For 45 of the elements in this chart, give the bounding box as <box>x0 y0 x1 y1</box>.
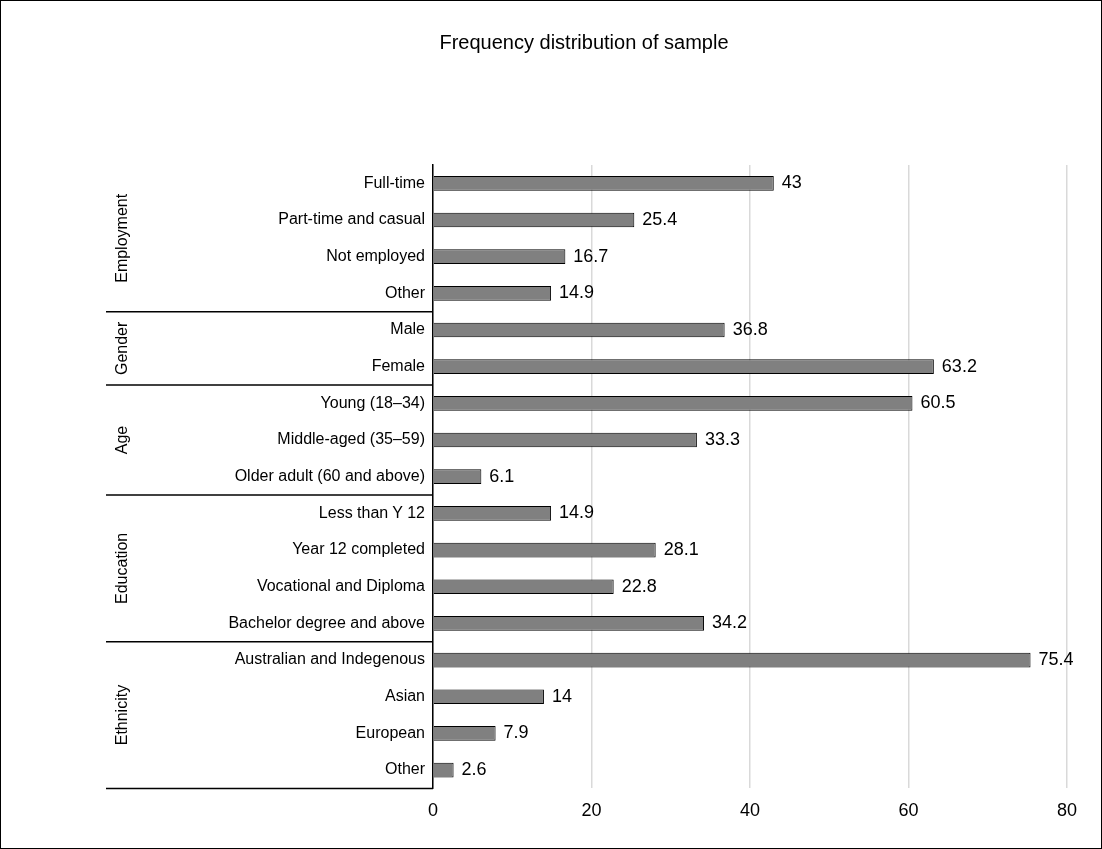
data-label: 25.4 <box>642 208 678 229</box>
x-tick-label: 80 <box>1056 800 1078 821</box>
data-label: 16.7 <box>573 245 609 266</box>
y-tick-label: Bachelor degree and above <box>228 613 426 631</box>
data-label: 14 <box>551 685 572 706</box>
data-label: 60.5 <box>920 392 956 413</box>
data-label: 43 <box>781 172 802 193</box>
x-tick-label: 0 <box>427 800 439 821</box>
x-tick-label: 20 <box>581 800 602 821</box>
x-tick-label: 40 <box>739 800 761 821</box>
y-tick-label: Other <box>384 760 426 778</box>
y-tick-label: European <box>355 723 425 741</box>
y-tick-label: Asian <box>384 687 425 705</box>
data-label: 7.9 <box>503 722 529 743</box>
data-label: 33.3 <box>704 429 740 449</box>
data-label: 34.2 <box>712 612 748 633</box>
data-label: 14.9 <box>559 282 595 303</box>
x-tick-label: 60 <box>898 800 919 821</box>
y-tick-label: Middle-aged (35–59) <box>277 430 425 448</box>
data-label: 2.6 <box>461 759 487 780</box>
data-label: 75.4 <box>1038 649 1074 670</box>
y-tick-label: Australian and Indegenous <box>234 650 425 668</box>
y-tick-label: Full-time <box>363 173 426 191</box>
data-label: 22.8 <box>621 575 657 596</box>
text: Age <box>113 425 131 455</box>
data-label: 63.2 <box>941 355 977 376</box>
data-label: 6.1 <box>489 465 515 486</box>
y-tick-label: Part-time and casual <box>278 210 425 228</box>
y-tick-label: Vocational and Diploma <box>256 577 426 595</box>
y-tick-label: Young (18–34) <box>320 393 425 411</box>
y-tick-label: Older adult (60 and above) <box>234 467 425 485</box>
y-tick-label: Less than Y 12 <box>318 503 426 521</box>
text: Employment <box>113 193 131 283</box>
y-tick-label: Male <box>390 320 426 338</box>
text: Ethnicity <box>113 684 131 746</box>
data-label: 28.1 <box>663 539 699 560</box>
data-label: 36.8 <box>732 318 768 339</box>
y-tick-label: Other <box>384 283 426 301</box>
y-tick-label: Year 12 completed <box>292 540 425 558</box>
y-tick-label: Not employed <box>326 247 425 265</box>
data-label: 14.9 <box>559 502 595 523</box>
chart-title: Frequency distribution of sample <box>439 30 729 53</box>
text: Gender <box>113 321 131 376</box>
y-tick-label: Female <box>371 357 426 375</box>
text: Education <box>113 532 131 604</box>
